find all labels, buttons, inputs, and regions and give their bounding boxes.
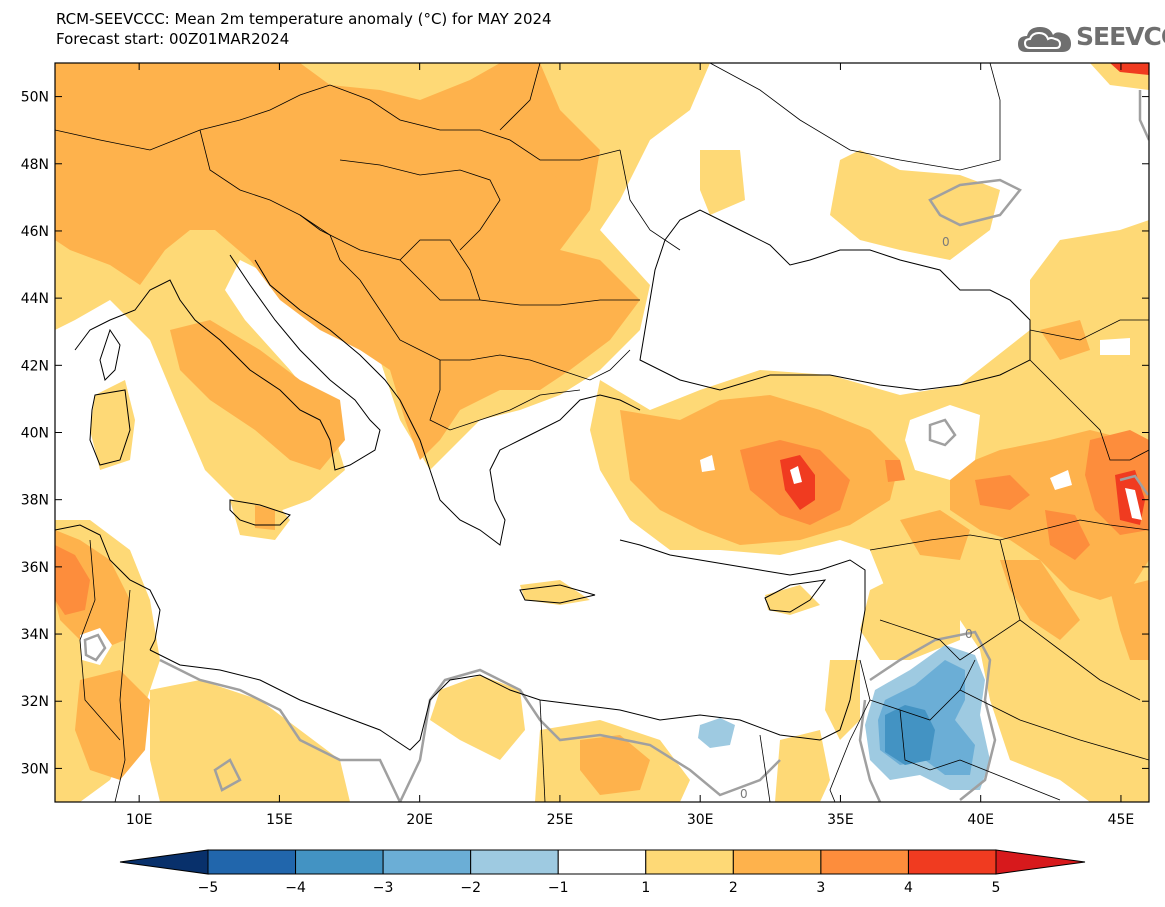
map-field [55, 63, 1149, 802]
colorbar-segment [557, 849, 647, 875]
contour-label-0-crimea: 0 [942, 235, 950, 249]
coastlines [55, 209, 1031, 751]
anomaly-minus-3-4 [885, 705, 935, 765]
colorbar-tick-label: −2 [460, 880, 481, 896]
lat-tick-label: 36N [21, 560, 49, 576]
colorbar-segment [207, 849, 297, 875]
cloud-icon [1018, 27, 1071, 52]
colorbar-low-arrow [119, 849, 209, 875]
lat-tick-label: 50N [21, 90, 49, 106]
anomaly-minus-egypt [698, 718, 735, 748]
map-title: RCM-SEEVCCC: Mean 2m temperature anomaly… [56, 9, 552, 49]
lon-tick-label: 45E [1108, 812, 1135, 828]
zero-contours [83, 90, 1149, 802]
seevccc-logo: SEEVCCC [1016, 20, 1165, 60]
colorbar: −5 −4 −3 −2 −1 1 2 3 4 5 [119, 849, 1086, 896]
anomaly-2-3-shading [55, 63, 1149, 795]
title-line-1: RCM-SEEVCCC: Mean 2m temperature anomaly… [56, 10, 552, 28]
lat-tick-label: 40N [21, 426, 49, 442]
colorbar-tick-label: 2 [729, 880, 738, 896]
colorbar-segment [732, 849, 822, 875]
lat-tick-label: 32N [21, 694, 49, 710]
lat-tick-label: 48N [21, 157, 49, 173]
colorbar-tick-label: 3 [816, 880, 825, 896]
lat-tick-label: 42N [21, 358, 49, 374]
contour-label-0-jordan: 0 [965, 627, 973, 641]
contour-label-0-egypt: 0 [740, 787, 748, 801]
colorbar-tick-label: 1 [641, 880, 650, 896]
colorbar-tick-label: −1 [548, 880, 569, 896]
lon-tick-label: 35E [827, 812, 854, 828]
colorbar-segment [470, 849, 559, 875]
colorbar-segment [645, 849, 734, 875]
colorbar-tick-label: −4 [285, 880, 306, 896]
lat-tick-label: 44N [21, 291, 49, 307]
lon-tick-label: 10E [126, 812, 153, 828]
colorbar-tick-label: 4 [904, 880, 913, 896]
lat-tick-label: 46N [21, 224, 49, 240]
colorbar-high-arrow [995, 849, 1086, 875]
colorbar-tick-label: −5 [198, 880, 219, 896]
colorbar-segment [295, 849, 384, 875]
country-borders [55, 63, 1149, 802]
lon-tick-label: 30E [687, 812, 714, 828]
latitude-axis: 30N 32N 34N 36N 38N 40N 42N 44N 46N 48N 50N [21, 90, 1149, 777]
colorbar-tick-label: −3 [373, 880, 394, 896]
colorbar-tick-label: 5 [992, 880, 1001, 896]
lon-tick-label: 15E [266, 812, 293, 828]
negative-anomaly-shading [698, 645, 990, 790]
longitude-axis: 10E 15E 20E 25E 30E 35E 40E 45E [126, 63, 1134, 828]
colorbar-segment [382, 849, 472, 875]
lon-tick-label: 25E [547, 812, 574, 828]
lat-tick-label: 38N [21, 493, 49, 509]
logo-text: SEEVCCC [1076, 22, 1165, 51]
lat-tick-label: 34N [21, 627, 49, 643]
lon-tick-label: 20E [406, 812, 433, 828]
colorbar-segment [820, 849, 909, 875]
colorbar-segment [907, 849, 997, 875]
lon-tick-label: 40E [967, 812, 994, 828]
lat-tick-label: 30N [21, 761, 49, 777]
title-line-2: Forecast start: 00Z01MAR2024 [56, 30, 290, 48]
